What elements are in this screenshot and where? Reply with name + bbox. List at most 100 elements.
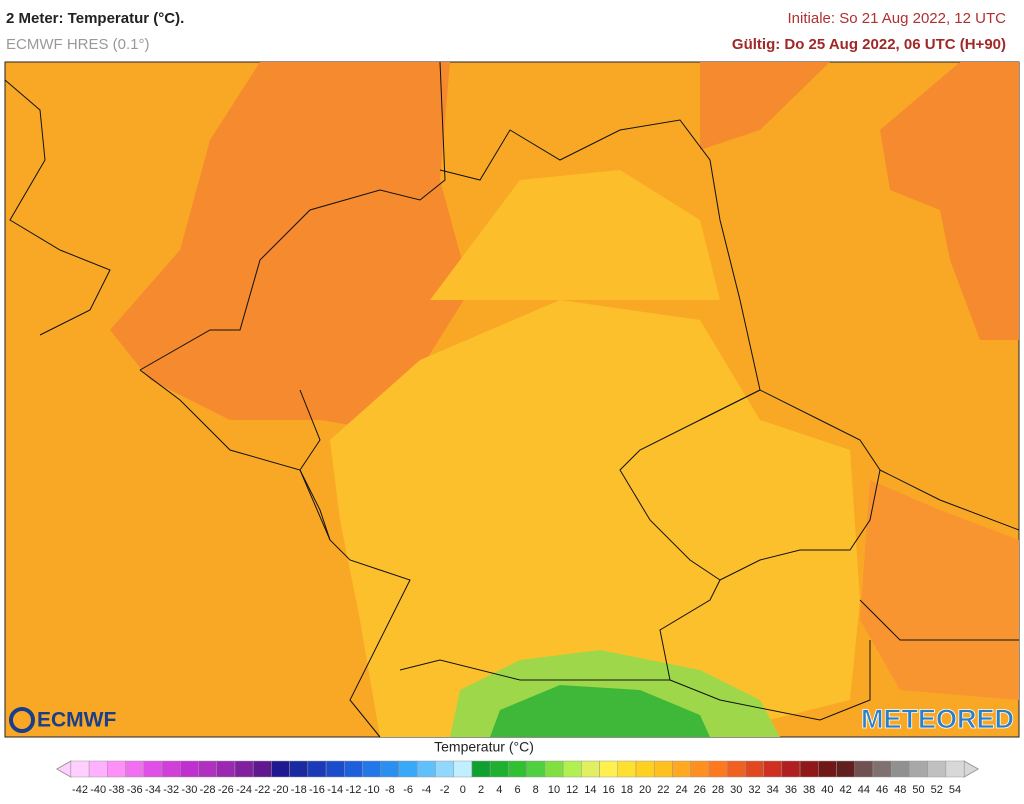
color-swatch: [198, 760, 217, 778]
color-bar-label: -30: [181, 784, 197, 796]
color-swatch: [708, 760, 728, 778]
logo-ecmwf: ECMWF: [9, 707, 116, 733]
color-swatch: [471, 760, 491, 778]
color-swatch: [161, 760, 181, 778]
color-bar-label: 24: [675, 784, 687, 796]
color-bar-label: 18: [621, 784, 633, 796]
color-bar-label: -8: [385, 784, 395, 796]
color-bar-label: 4: [496, 784, 502, 796]
color-bar-label: 32: [748, 784, 760, 796]
color-bar-label: -34: [145, 784, 161, 796]
warm-area: [700, 62, 830, 150]
color-swatch: [927, 760, 947, 778]
color-bar-label: -14: [327, 784, 343, 796]
color-swatch: [617, 760, 637, 778]
color-bar-label: 38: [803, 784, 815, 796]
color-bar-label: -20: [273, 784, 289, 796]
color-swatch: [799, 760, 819, 778]
initiale: Initiale: So 21 Aug 2022, 12 UTC: [788, 10, 1007, 27]
color-bar-label: 8: [533, 784, 539, 796]
color-swatch: [70, 760, 90, 778]
color-swatch: [107, 760, 126, 778]
color-swatch: [945, 760, 965, 778]
color-bar-label: -28: [200, 784, 216, 796]
warm-area: [110, 62, 470, 430]
logo-meteored: METEORED: [861, 704, 1014, 734]
logo-text: ECMWF: [37, 709, 116, 732]
color-swatch: [818, 760, 837, 778]
color-swatch: [581, 760, 600, 778]
color-swatch: [416, 760, 436, 778]
map: [4, 61, 1020, 738]
color-swatch: [88, 760, 108, 778]
color-swatch: [125, 760, 145, 778]
color-bar-label: -26: [218, 784, 234, 796]
color-swatch: [854, 760, 874, 778]
color-swatch: [362, 760, 382, 778]
color-bar-label: -36: [127, 784, 143, 796]
color-bar-label: 34: [767, 784, 779, 796]
warm-area: [880, 62, 1019, 340]
alps: [490, 685, 710, 737]
color-bar-label: -4: [421, 784, 431, 796]
color-swatch: [398, 760, 418, 778]
color-bar-label: -22: [254, 784, 270, 796]
color-bar-label: 2: [478, 784, 484, 796]
color-bar-label: -32: [163, 784, 179, 796]
color-bar-label: 6: [514, 784, 520, 796]
color-swatch: [380, 760, 400, 778]
color-bar-label: 20: [639, 784, 651, 796]
color-bar-label: -12: [345, 784, 361, 796]
color-swatch: [763, 760, 783, 778]
color-swatch: [526, 760, 546, 778]
color-bar-label: 14: [584, 784, 596, 796]
color-bar-label: -42: [72, 784, 88, 796]
color-bar-label: -38: [109, 784, 125, 796]
color-swatch: [872, 760, 892, 778]
borders: [4, 61, 1020, 738]
color-swatch: [690, 760, 710, 778]
color-swatch: [325, 760, 345, 778]
logo-icon: [9, 707, 35, 733]
color-bar-label: -24: [236, 784, 252, 796]
color-bar-label: 42: [840, 784, 852, 796]
color-swatch: [234, 760, 254, 778]
color-bar-label: 16: [603, 784, 615, 796]
color-swatch: [562, 760, 582, 778]
color-swatch: [836, 760, 855, 778]
color-swatch: [890, 760, 910, 778]
color-bar-label: 28: [712, 784, 724, 796]
color-swatch: [653, 760, 673, 778]
color-swatch: [726, 760, 746, 778]
warm-area: [860, 480, 1019, 700]
color-bar-label: 48: [894, 784, 906, 796]
valid-time: Gültig: Do 25 Aug 2022, 06 UTC (H+90): [732, 36, 1006, 53]
cool-area: [430, 170, 720, 300]
color-bar-label: -40: [90, 784, 106, 796]
cool-area: [330, 300, 860, 737]
color-bar-label: -16: [309, 784, 325, 796]
color-bar-label: 54: [949, 784, 961, 796]
color-swatch: [745, 760, 764, 778]
color-bar-label: 30: [730, 784, 742, 796]
color-bar-end: [55, 760, 72, 778]
color-swatch: [544, 760, 564, 778]
color-bar-label: -10: [364, 784, 380, 796]
color-swatch: [307, 760, 327, 778]
color-bar-label: -2: [440, 784, 450, 796]
color-bar-label: 52: [931, 784, 943, 796]
color-bar-end: [963, 760, 980, 778]
color-swatch: [672, 760, 691, 778]
color-swatch: [143, 760, 163, 778]
color-bar-label: 22: [657, 784, 669, 796]
color-swatch: [508, 760, 527, 778]
color-bar: -42 -40 -38 -36 -34 -32 -30 -28 -26 -24 -22 -20 -18-…: [55, 760, 980, 796]
color-bar-label: 26: [694, 784, 706, 796]
color-swatch: [909, 760, 928, 778]
color-swatch: [180, 760, 199, 778]
color-swatch: [216, 760, 236, 778]
color-bar-label: -18: [291, 784, 307, 796]
title: 2 Meter: Temperatur (°C).: [6, 10, 184, 27]
color-swatch: [271, 760, 290, 778]
color-bar-label: 12: [566, 784, 578, 796]
